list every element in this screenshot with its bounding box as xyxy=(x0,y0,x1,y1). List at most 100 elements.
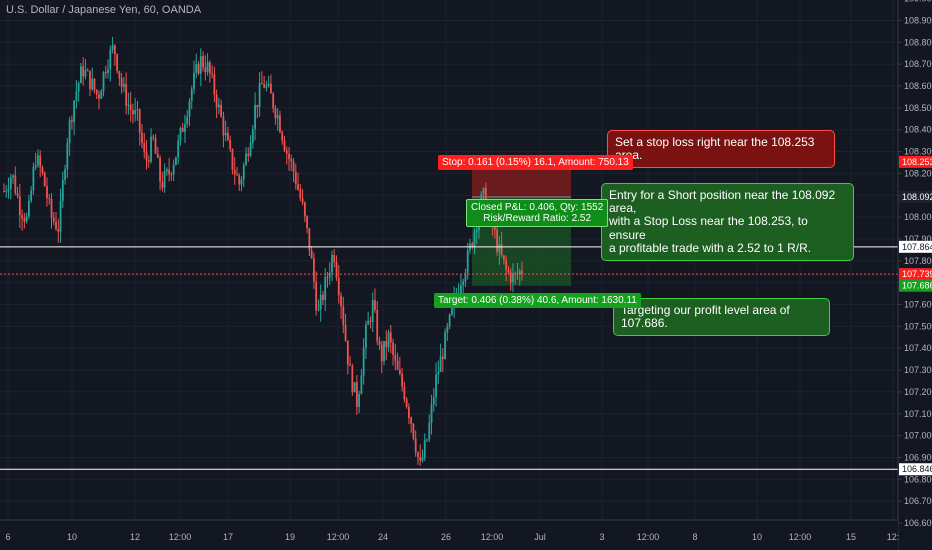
target-callout[interactable]: Targeting our profit level area of 107.6… xyxy=(613,298,830,337)
price-tick-label: 106.900 xyxy=(904,452,932,462)
price-tick-label: 108.800 xyxy=(904,37,932,47)
time-tick-label: 8 xyxy=(692,532,697,542)
price-tag: 107.739 xyxy=(902,269,932,279)
candle-body xyxy=(385,341,388,348)
time-tick-label: 17 xyxy=(223,532,233,542)
candle-body xyxy=(197,64,200,74)
price-tag: 108.253 xyxy=(902,157,932,167)
target-tag[interactable]: Target: 0.406 (0.38%) 40.6, Amount: 1630… xyxy=(434,293,641,308)
candle-body xyxy=(186,116,189,125)
candle-body xyxy=(464,272,467,282)
candle-body xyxy=(177,140,180,157)
candle-body xyxy=(405,399,408,407)
candle-body xyxy=(407,406,410,418)
candle-body xyxy=(421,457,424,461)
candle-body xyxy=(98,94,100,99)
candle-body xyxy=(147,160,150,162)
risk-reward-text: Risk/Reward Ratio: 2.52 xyxy=(483,213,592,224)
candle-body xyxy=(333,254,336,263)
candle-body xyxy=(394,354,397,361)
closed-pnl-label[interactable]: Closed P&L: 0.406, Qty: 1552 Risk/Reward… xyxy=(466,199,609,227)
price-tick-label: 108.300 xyxy=(904,147,932,157)
candle-body xyxy=(353,382,356,393)
candle-body xyxy=(512,273,514,283)
candle-body xyxy=(152,136,155,139)
time-tick-label: 10 xyxy=(67,532,77,542)
entry-callout[interactable]: Entry for a Short position near the 108.… xyxy=(601,183,854,261)
candle-body xyxy=(5,190,8,192)
price-tick-label: 107.200 xyxy=(904,387,932,397)
candle-body xyxy=(25,216,28,222)
candle-body xyxy=(299,189,302,199)
time-tick-label: 12:00 xyxy=(637,532,660,542)
candle-body xyxy=(73,100,76,123)
candle-body xyxy=(423,440,426,458)
candle-body xyxy=(193,72,195,89)
candle-body xyxy=(82,66,85,77)
candle-body xyxy=(172,164,175,175)
candle-body xyxy=(414,438,417,453)
candle-body xyxy=(496,229,499,253)
candle-body xyxy=(444,332,446,360)
candle-body xyxy=(401,373,404,387)
candle-body xyxy=(247,153,250,156)
candle-body xyxy=(412,423,415,439)
stop-loss-callout-text: Set a stop loss right near the 108.253 a… xyxy=(615,135,815,161)
candle-body xyxy=(159,157,161,182)
price-tag-bg xyxy=(899,268,932,281)
candle-body xyxy=(66,143,69,170)
candle-body xyxy=(301,198,304,203)
candle-body xyxy=(344,324,347,341)
time-tick-label: 24 xyxy=(378,532,388,542)
candle-body xyxy=(129,104,132,111)
price-tick-label: 108.600 xyxy=(904,81,932,91)
price-tick-label: 107.300 xyxy=(904,365,932,375)
candle-body xyxy=(190,88,193,102)
candle-body xyxy=(448,314,451,327)
line-price-tag-bg xyxy=(899,240,932,253)
candle-body xyxy=(163,171,166,188)
price-tag-bg xyxy=(899,190,932,203)
candle-body xyxy=(331,254,333,273)
candle-body xyxy=(75,91,78,101)
line-price-tag: 106.846 xyxy=(902,464,932,474)
candle-body xyxy=(21,215,23,219)
candle-body xyxy=(165,169,168,172)
candle-body xyxy=(346,340,349,365)
candle-body xyxy=(206,62,209,73)
time-tick-label: 12 xyxy=(130,532,140,542)
candle-body xyxy=(505,260,508,270)
candle-body xyxy=(170,174,173,176)
candle-body xyxy=(267,83,270,86)
candle-body xyxy=(389,332,392,343)
candle-body xyxy=(349,364,351,366)
candle-body xyxy=(428,422,431,440)
candle-body xyxy=(509,272,512,283)
candle-body xyxy=(211,73,214,75)
candle-body xyxy=(392,342,394,355)
price-tag: 107.686 xyxy=(902,281,932,291)
candle-body xyxy=(86,70,89,72)
entry-callout-line-1: Entry for a Short position near the 108.… xyxy=(609,188,836,216)
candle-body xyxy=(138,109,141,133)
candle-body xyxy=(202,56,204,68)
candle-body xyxy=(473,231,476,247)
candle-body xyxy=(57,229,60,232)
candle-body xyxy=(48,198,51,200)
candle-body xyxy=(41,167,44,173)
candle-body xyxy=(514,273,517,275)
candle-body xyxy=(355,382,358,407)
candle-body xyxy=(319,294,322,310)
candle-body xyxy=(498,243,501,253)
stop-loss-callout[interactable]: Set a stop loss right near the 108.253 a… xyxy=(607,130,835,169)
time-tick-label: 26 xyxy=(441,532,451,542)
candle-body xyxy=(102,72,105,92)
candle-body xyxy=(503,255,505,261)
candle-body xyxy=(276,115,279,119)
candle-body xyxy=(471,243,474,247)
candle-body xyxy=(380,344,383,362)
stop-tag[interactable]: Stop: 0.161 (0.15%) 16.1, Amount: 750.13 xyxy=(438,155,633,170)
price-tick-label: 106.600 xyxy=(904,518,932,528)
time-axis: 6 10 12 12:00 17 19 12:00 24 26 12:00 Jul 3 12:00 8 10… xyxy=(0,519,899,550)
